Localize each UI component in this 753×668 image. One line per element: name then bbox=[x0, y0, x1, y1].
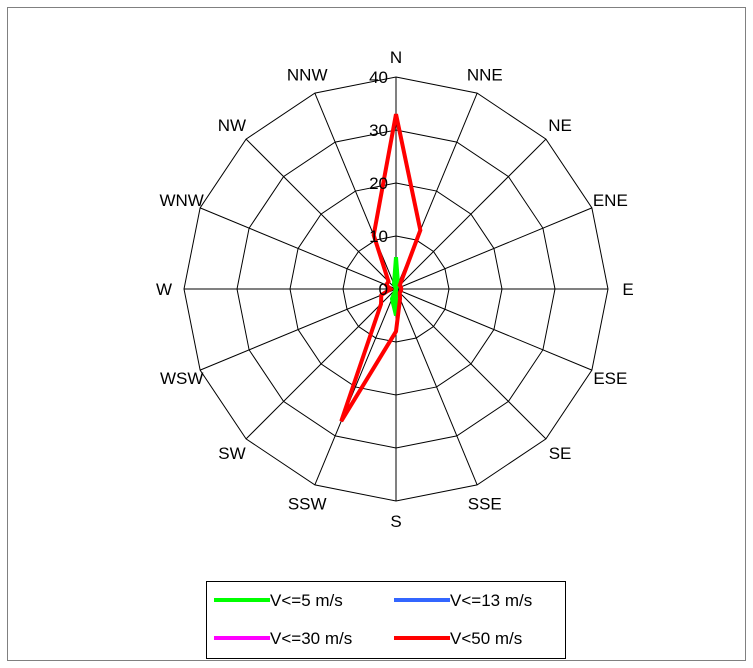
direction-label-e: E bbox=[622, 280, 633, 299]
figure-border bbox=[7, 7, 746, 661]
ring-label-20: 20 bbox=[369, 174, 388, 193]
direction-label-nne: NNE bbox=[467, 66, 503, 85]
legend-label-2: V<=30 m/s bbox=[270, 629, 352, 648]
direction-label-ene: ENE bbox=[593, 191, 628, 210]
direction-label-ssw: SSW bbox=[288, 494, 327, 513]
direction-label-sse: SSE bbox=[468, 494, 502, 513]
direction-label-w: W bbox=[156, 280, 172, 299]
direction-label-nnw: NNW bbox=[287, 66, 328, 85]
series-layer bbox=[339, 113, 423, 423]
spoke-ne bbox=[395, 138, 547, 290]
legend: V<=5 m/s V<=13 m/s V<=30 m/s V<50 m/s bbox=[206, 581, 566, 659]
spoke-se bbox=[395, 288, 547, 440]
spoke-ese bbox=[395, 288, 593, 371]
direction-label-se: SE bbox=[549, 444, 572, 463]
series-line-0 bbox=[389, 257, 401, 316]
legend-box bbox=[206, 581, 566, 659]
spoke-ssw bbox=[314, 288, 397, 486]
direction-label-ese: ESE bbox=[593, 369, 627, 388]
direction-label-wsw: WSW bbox=[160, 369, 203, 388]
series-line-3 bbox=[339, 113, 423, 423]
direction-label-wnw: WNW bbox=[159, 191, 203, 210]
legend-label-3: V<50 m/s bbox=[450, 629, 522, 648]
ring-label-30: 30 bbox=[369, 121, 388, 140]
legend-label-0: V<=5 m/s bbox=[270, 591, 343, 610]
direction-label-sw: SW bbox=[218, 444, 245, 463]
legend-label-1: V<=13 m/s bbox=[450, 591, 532, 610]
ring-label-40: 40 bbox=[369, 68, 388, 87]
direction-label-n: N bbox=[390, 48, 402, 67]
direction-label-nw: NW bbox=[218, 116, 246, 135]
ring-label-0: 0 bbox=[379, 280, 388, 299]
spoke-ene bbox=[395, 207, 593, 290]
direction-label-s: S bbox=[390, 512, 401, 531]
spoke-wsw bbox=[199, 288, 397, 371]
spoke-sw bbox=[245, 288, 397, 440]
axis-labels: N NNE NE ENE E ESE SE SSE S SSW SW WSW W WNW NW NNW 0 10 2… bbox=[156, 48, 634, 531]
spoke-wnw bbox=[199, 207, 397, 290]
spoke-nw bbox=[245, 138, 397, 290]
direction-label-ne: NE bbox=[548, 116, 572, 135]
ring-label-10: 10 bbox=[369, 227, 388, 246]
spoke-sse bbox=[395, 288, 478, 486]
